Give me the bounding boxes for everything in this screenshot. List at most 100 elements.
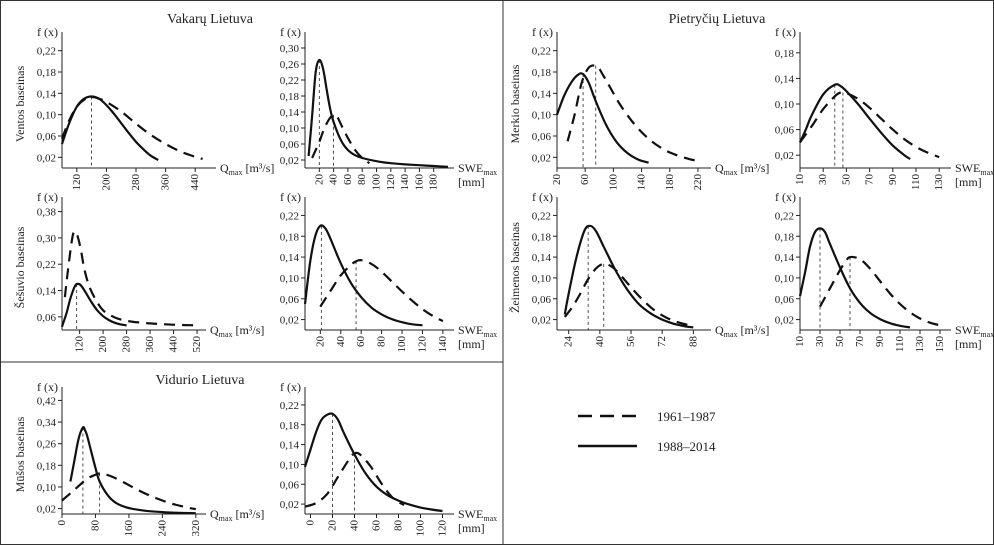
basin-label: Ventos baseinas <box>13 66 27 143</box>
x-tick-label: 100 <box>371 174 383 191</box>
y-tick-label: 0,14 <box>280 107 300 119</box>
region-title-central: Vidurio Lietuva <box>156 373 246 388</box>
legend: 1961–1987 1988–2014 <box>578 409 716 454</box>
x-tick-label: 120 <box>71 174 83 191</box>
x-tick-label: 60 <box>579 174 591 186</box>
x-tick-label: 20 <box>313 174 325 186</box>
y-tick-label: 0,14 <box>37 286 57 298</box>
y-tick-label: 0,10 <box>280 273 300 285</box>
y-tick-label: 0,22 <box>775 210 794 222</box>
y-tick-label: 0,06 <box>532 131 552 143</box>
series-line-solid <box>60 282 127 328</box>
x-tick-label: 80 <box>356 174 368 186</box>
y-tick-label: 0,14 <box>532 88 552 100</box>
x-tick-label: 440 <box>189 174 201 191</box>
y-tick-label: 0,10 <box>280 123 300 135</box>
x-tick-label: 120 <box>437 520 449 537</box>
y-tick-label: 0,10 <box>532 110 552 122</box>
series-line-solid <box>303 412 443 513</box>
x-tick-label: 140 <box>399 174 411 191</box>
x-tick-label: 40 <box>328 174 340 186</box>
x-tick-label: 60 <box>355 336 367 348</box>
x-tick-label: 50 <box>840 174 852 186</box>
y-tick-label: 0,14 <box>775 252 795 264</box>
x-tick-label: 30 <box>817 174 829 186</box>
basin-label: Šešuvio baseinas <box>13 226 27 308</box>
y-tick-label: 0,06 <box>280 139 300 151</box>
x-tick-label: 110 <box>894 336 906 353</box>
series-line-dashed <box>311 113 371 165</box>
x-tick-label: 10 <box>794 336 806 348</box>
x-tick-label: 180 <box>664 174 676 191</box>
series-line-solid <box>303 224 423 327</box>
y-tick-label: 0,42 <box>37 395 56 407</box>
x-axis-label: SWEmax <box>458 161 497 177</box>
y-axis-label: f (x) <box>775 25 796 39</box>
y-tick-label: 0,14 <box>37 88 57 100</box>
x-tick-label: 20 <box>327 520 339 532</box>
x-tick-label: 160 <box>123 520 135 537</box>
x-tick-label: 360 <box>144 336 156 353</box>
series-line-dashed <box>61 472 196 511</box>
x-axis-label: SWEmax <box>955 161 994 177</box>
y-tick-label: 0,38 <box>37 207 57 219</box>
x-tick-label: 72 <box>656 336 668 347</box>
y-tick-label: 0,34 <box>37 417 57 429</box>
x-axis-unit: [mm] <box>458 175 485 189</box>
y-tick-label: 0,10 <box>532 273 552 285</box>
y-tick-label: 0,10 <box>775 99 795 111</box>
chart-musa-swe: f (x) 0,02 0,06 0,10 0,14 0,18 0,22 0 20 40 60 80 10… <box>280 380 497 537</box>
series-line-solid <box>60 95 159 161</box>
y-tick-label: 0,02 <box>37 504 56 516</box>
x-tick-label: 60 <box>371 520 383 532</box>
y-tick-label: 0,02 <box>775 150 794 162</box>
y-tick-label: 0,18 <box>280 231 300 243</box>
legend-dashed-label: 1961–1987 <box>657 409 716 424</box>
y-tick-label: 0,06 <box>775 294 795 306</box>
y-tick-label: 0,10 <box>37 482 57 494</box>
x-axis-label: SWEmax <box>458 507 497 523</box>
y-tick-label: 0,26 <box>280 59 300 71</box>
y-tick-label: 0,18 <box>532 231 552 243</box>
chart-musa-q: f (x) 0,02 0,10 0,18 0,26 0,34 0,42 0 80 160 240 32… <box>13 380 264 537</box>
y-axis-label: f (x) <box>37 25 58 39</box>
y-tick-label: 0,02 <box>280 499 299 511</box>
y-axis-label: f (x) <box>775 190 796 204</box>
x-tick-label: 120 <box>416 336 428 353</box>
y-axis-label: f (x) <box>280 380 301 394</box>
y-tick-label: 0,06 <box>37 131 57 143</box>
series-line-dashed <box>563 262 690 327</box>
series-line-dashed <box>319 258 444 323</box>
y-tick-label: 0,26 <box>37 439 57 451</box>
series-line-dashed <box>63 230 198 327</box>
y-axis-label: f (x) <box>532 190 553 204</box>
x-tick-label: 20 <box>551 174 563 186</box>
region-title-west: Vakarų Lietuva <box>167 12 254 27</box>
chart-zeimena-swe: f (x) 0,02 0,06 0,10 0,14 0,18 0,22 10 30 50 70 90 1… <box>775 190 994 353</box>
y-tick-label: 0,02 <box>775 315 794 327</box>
y-axis-label: f (x) <box>280 190 301 204</box>
x-tick-label: 110 <box>910 174 922 191</box>
x-tick-label: 150 <box>934 336 946 353</box>
x-tick-label: 80 <box>89 520 101 532</box>
y-tick-label: 0,30 <box>280 43 300 55</box>
x-axis-label: Qmax [m³/s] <box>715 161 769 177</box>
x-tick-label: 120 <box>74 336 86 353</box>
basin-label: Mūšos baseinas <box>13 416 27 492</box>
y-tick-label: 0,06 <box>280 479 300 491</box>
y-tick-label: 0,10 <box>775 273 795 285</box>
y-axis-label: f (x) <box>532 25 553 39</box>
series-line-solid <box>563 224 694 329</box>
x-tick-label: 0 <box>305 520 317 526</box>
x-axis-unit: [mm] <box>955 337 982 351</box>
x-tick-label: 70 <box>864 174 876 186</box>
y-tick-label: 0,06 <box>37 312 57 324</box>
x-tick-label: 10 <box>794 174 806 186</box>
series-line-dashed <box>799 91 940 159</box>
x-tick-label: 80 <box>393 520 405 532</box>
x-tick-label: 130 <box>914 336 926 353</box>
series-line-dashed <box>566 64 702 163</box>
x-axis-label: Qmax [m³/s] <box>210 507 264 523</box>
x-axis-label: SWEmax <box>955 323 994 339</box>
